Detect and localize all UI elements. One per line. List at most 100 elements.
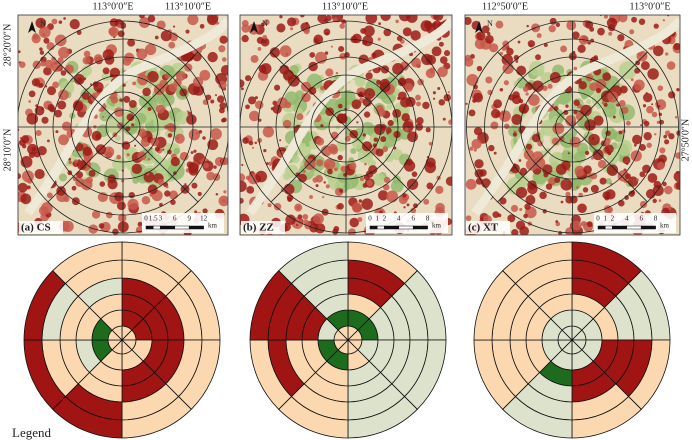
built-up bbox=[410, 207, 417, 214]
built-up bbox=[83, 50, 91, 58]
scale-tick: 2 bbox=[383, 215, 387, 223]
built-up bbox=[82, 146, 93, 157]
built-up bbox=[379, 81, 391, 93]
built-up bbox=[431, 46, 442, 57]
built-up bbox=[545, 183, 553, 190]
built-up bbox=[116, 154, 121, 160]
map-panel bbox=[18, 15, 228, 235]
built-up bbox=[569, 136, 581, 148]
built-up bbox=[530, 193, 533, 196]
built-up bbox=[401, 113, 410, 122]
built-up bbox=[484, 34, 494, 44]
map-ray bbox=[270, 51, 422, 203]
built-up bbox=[220, 64, 228, 76]
built-up bbox=[554, 177, 561, 184]
built-up bbox=[51, 18, 58, 25]
built-up bbox=[607, 151, 612, 156]
built-up bbox=[20, 193, 32, 205]
built-up bbox=[639, 171, 646, 178]
built-up bbox=[371, 52, 377, 58]
built-up bbox=[640, 61, 650, 70]
built-up bbox=[473, 148, 477, 152]
built-up bbox=[589, 82, 598, 91]
scale-seg bbox=[145, 225, 154, 230]
built-up bbox=[620, 85, 628, 94]
built-up bbox=[282, 119, 292, 129]
built-up bbox=[364, 162, 367, 166]
built-up bbox=[548, 25, 556, 33]
built-up bbox=[675, 152, 680, 159]
built-up bbox=[202, 136, 206, 140]
built-up bbox=[567, 152, 570, 155]
built-up bbox=[631, 16, 637, 23]
built-up bbox=[577, 44, 586, 53]
built-up bbox=[351, 99, 362, 110]
built-up bbox=[123, 95, 131, 103]
built-up bbox=[665, 52, 669, 56]
north-arrow bbox=[475, 21, 483, 33]
built-up bbox=[657, 85, 664, 91]
built-up bbox=[279, 139, 282, 142]
built-up bbox=[302, 213, 309, 220]
vegetation bbox=[390, 179, 404, 193]
built-up bbox=[325, 32, 329, 36]
built-up bbox=[524, 203, 531, 210]
built-up bbox=[580, 220, 587, 227]
built-up bbox=[411, 171, 418, 177]
built-up bbox=[506, 47, 514, 56]
built-up bbox=[676, 170, 679, 174]
built-up bbox=[362, 182, 368, 188]
built-up bbox=[188, 128, 201, 141]
built-up bbox=[590, 184, 599, 193]
built-up bbox=[621, 106, 629, 114]
built-up bbox=[179, 88, 188, 97]
built-up bbox=[325, 107, 335, 117]
built-up bbox=[645, 189, 656, 199]
built-up bbox=[515, 59, 519, 63]
built-up bbox=[132, 81, 136, 86]
scale-tick: 12 bbox=[200, 215, 208, 223]
built-up bbox=[147, 71, 159, 83]
built-up bbox=[639, 144, 646, 151]
vegetation bbox=[154, 157, 169, 172]
built-up bbox=[499, 110, 511, 122]
map-ray bbox=[497, 51, 648, 203]
built-up bbox=[193, 149, 197, 153]
built-up bbox=[655, 99, 667, 110]
built-up bbox=[173, 171, 177, 175]
built-up bbox=[301, 92, 311, 103]
built-up bbox=[442, 117, 446, 121]
built-up bbox=[595, 87, 602, 94]
scale-seg bbox=[152, 225, 161, 230]
built-up bbox=[245, 75, 252, 82]
built-up bbox=[383, 176, 391, 183]
built-up bbox=[372, 143, 377, 148]
vegetation bbox=[291, 155, 300, 164]
built-up bbox=[525, 158, 538, 171]
longitude-label: 113°10′0″E bbox=[165, 1, 211, 12]
built-up bbox=[552, 122, 565, 135]
built-up bbox=[363, 174, 370, 181]
built-up bbox=[673, 42, 680, 51]
built-up bbox=[68, 157, 72, 161]
vegetation bbox=[513, 80, 520, 87]
built-up bbox=[499, 88, 504, 92]
built-up bbox=[362, 97, 372, 107]
built-up bbox=[155, 104, 165, 114]
scale-seg bbox=[640, 225, 656, 230]
vegetation bbox=[544, 147, 551, 154]
built-up bbox=[210, 128, 222, 140]
built-up bbox=[174, 133, 185, 144]
built-up bbox=[74, 159, 79, 164]
built-up bbox=[512, 132, 517, 137]
built-up bbox=[61, 121, 72, 131]
built-up bbox=[630, 78, 634, 82]
built-up bbox=[633, 143, 637, 147]
built-up bbox=[257, 137, 263, 143]
built-up bbox=[636, 50, 648, 62]
built-up bbox=[72, 100, 84, 112]
built-up bbox=[71, 185, 77, 191]
river bbox=[246, 17, 452, 216]
built-up bbox=[502, 62, 514, 75]
built-up bbox=[393, 130, 401, 139]
